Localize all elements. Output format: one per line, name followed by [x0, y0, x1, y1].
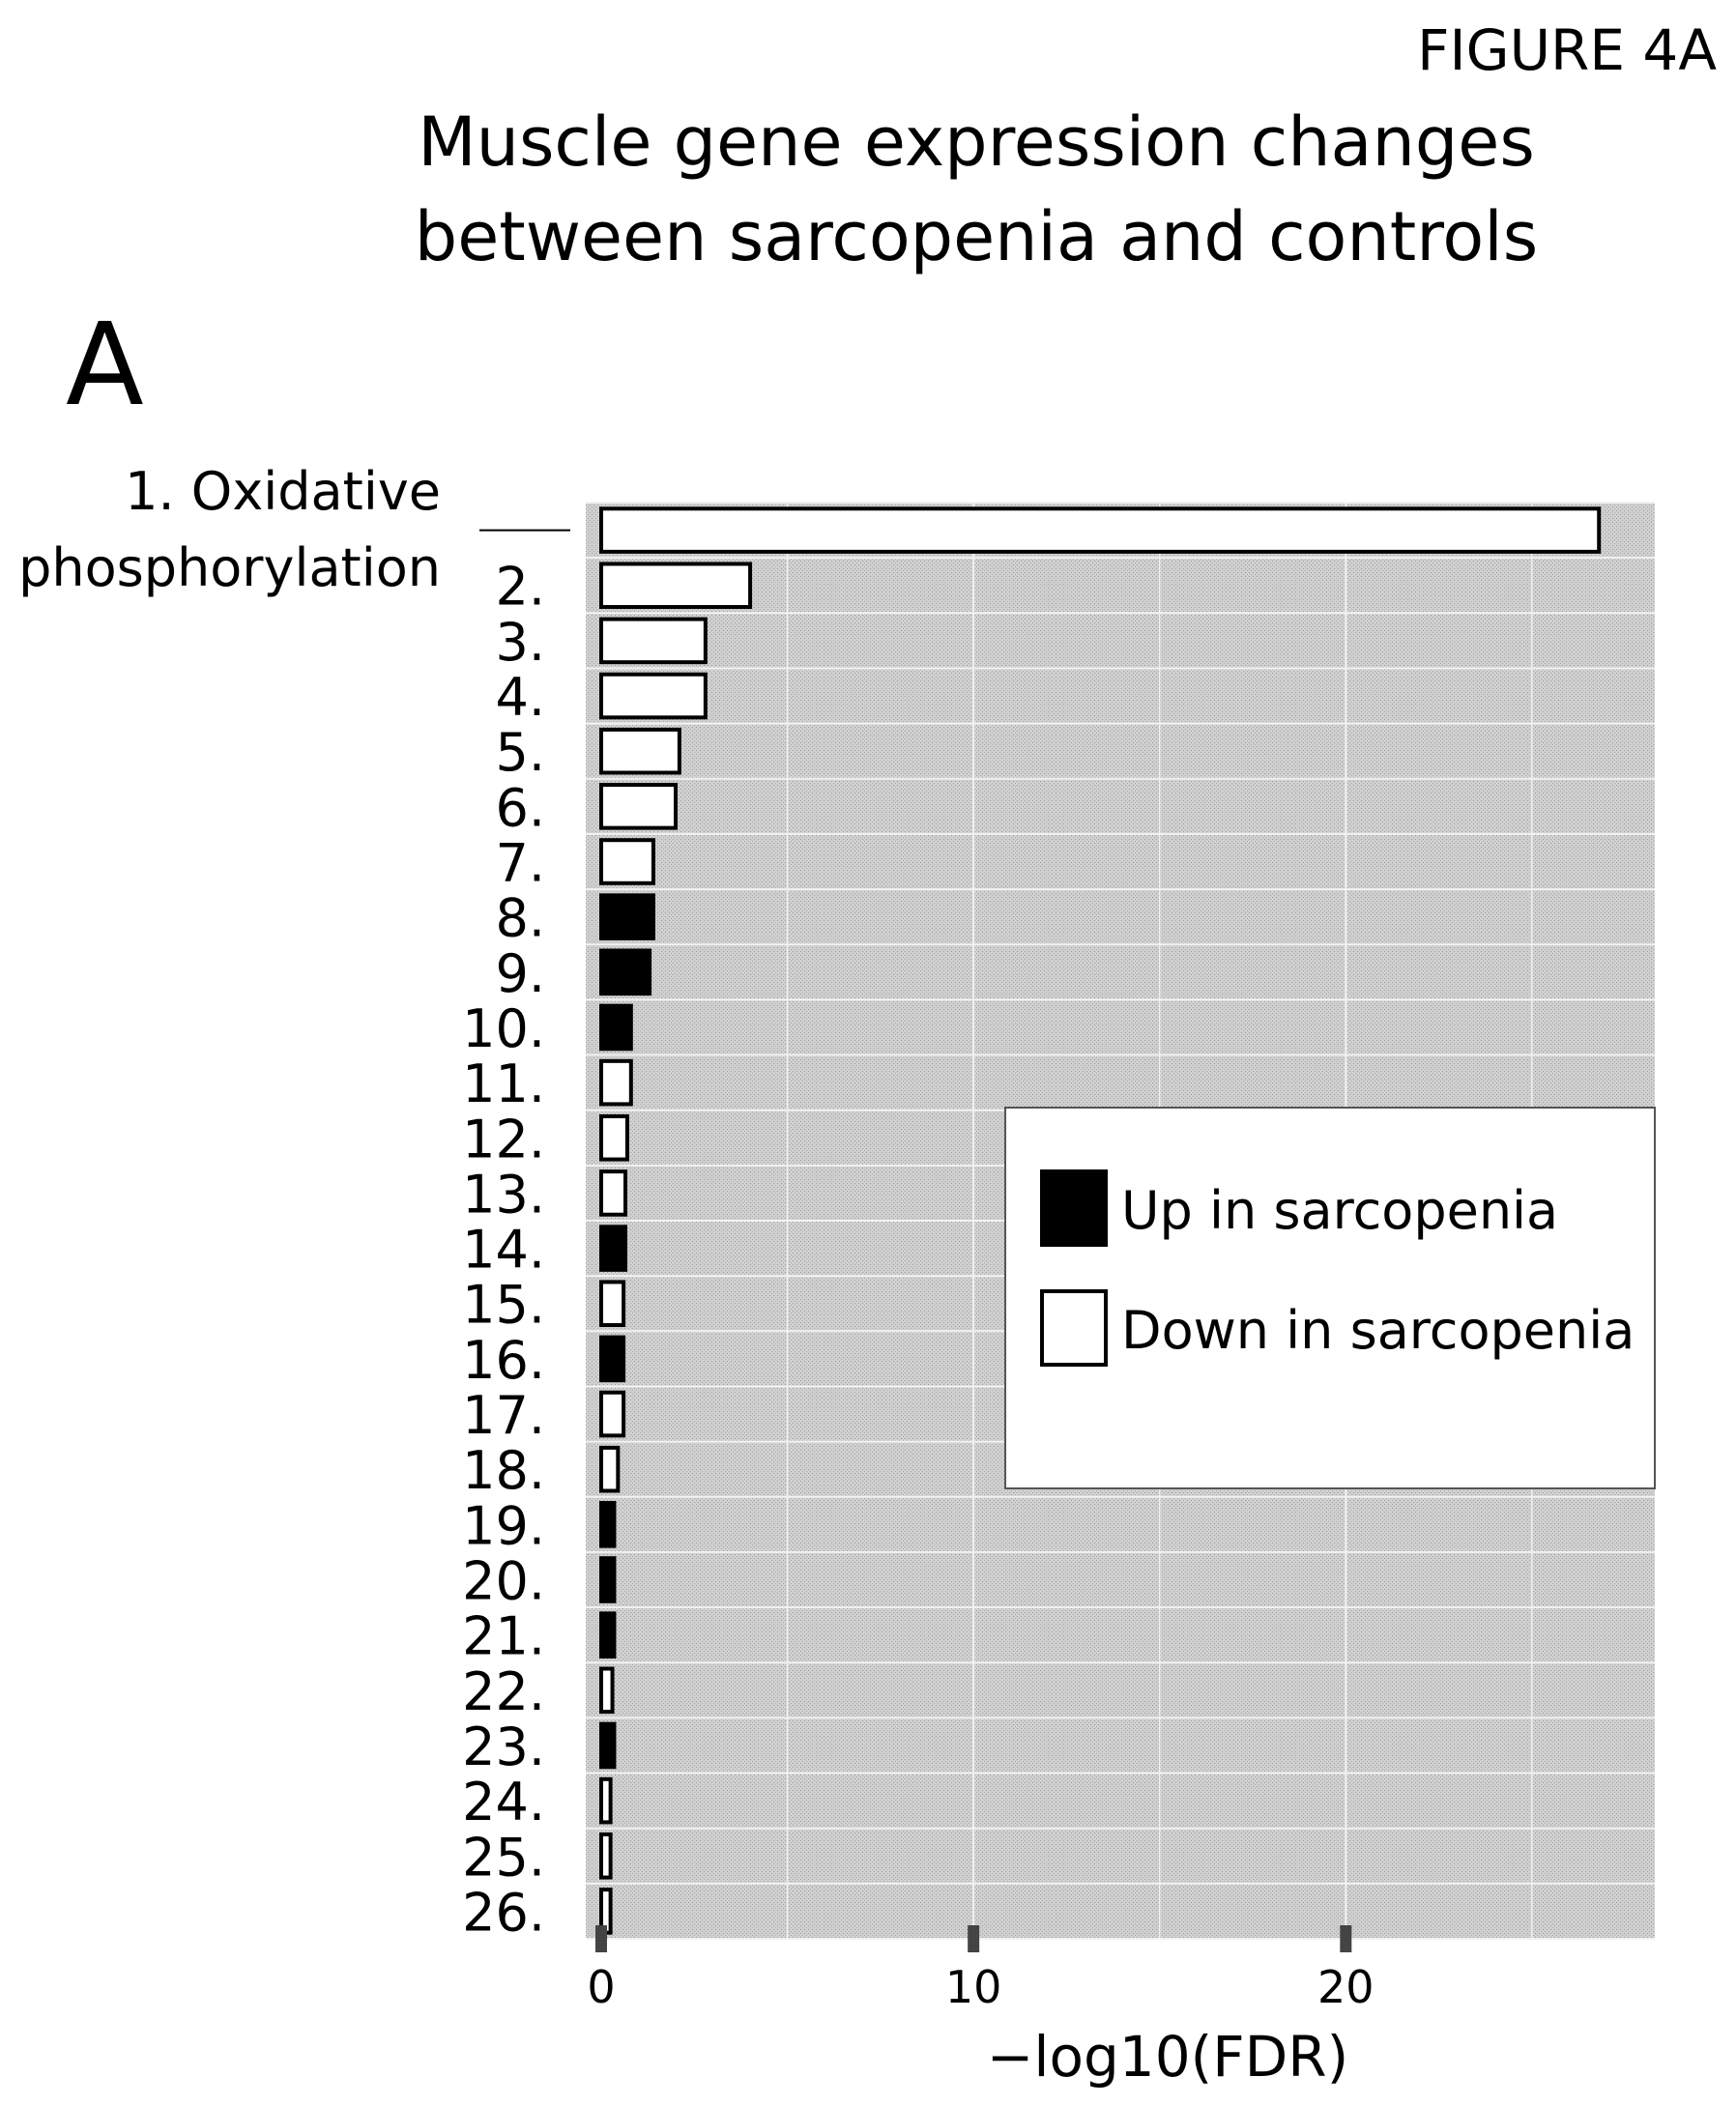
bar	[599, 838, 655, 885]
bar	[599, 1776, 613, 1825]
x-axis-tick-label: 10	[945, 1961, 1002, 2013]
category-label: 11.	[462, 1053, 545, 1114]
category-label: 4.	[495, 667, 545, 728]
category-label: 20.	[462, 1551, 545, 1612]
bar	[599, 1556, 617, 1603]
x-axis-tick-label: 20	[1317, 1961, 1374, 2013]
legend-swatch-up	[1040, 1169, 1108, 1247]
bar	[599, 562, 753, 610]
chart-title-line-1: Muscle gene expression changes	[418, 102, 1535, 182]
category-label: phosphorylation	[18, 537, 441, 598]
bar	[599, 506, 1602, 554]
bar	[599, 617, 708, 665]
x-axis-tick	[595, 1925, 607, 1952]
category-label: 15.	[462, 1275, 545, 1336]
category-label: 18.	[462, 1440, 545, 1501]
category-label: 10.	[462, 998, 545, 1059]
bar	[599, 1169, 628, 1217]
category-label: 26.	[462, 1882, 545, 1943]
chart-title-line-2: between sarcopenia and controls	[414, 197, 1539, 276]
bar	[599, 1280, 626, 1328]
category-label: 7.	[495, 833, 545, 894]
category-label: 21.	[462, 1606, 545, 1667]
bar	[599, 1225, 628, 1272]
bar	[599, 1666, 615, 1715]
category-label: 12.	[462, 1109, 545, 1169]
legend-label-down: Down in sarcopenia	[1121, 1300, 1635, 1361]
bar	[599, 1611, 617, 1659]
category-label: 14.	[462, 1220, 545, 1281]
category-label: 24.	[462, 1772, 545, 1832]
bar	[599, 948, 652, 996]
chart-title: Muscle gene expression changes between s…	[0, 95, 1736, 284]
category-label: 22.	[462, 1661, 545, 1722]
category-label: 5.	[495, 722, 545, 783]
bar	[599, 1832, 613, 1880]
category-label: 23.	[462, 1717, 545, 1777]
category-label: 17.	[462, 1385, 545, 1446]
x-axis-tick	[968, 1925, 980, 1952]
figure-label: FIGURE 4A	[1417, 17, 1717, 83]
bar	[599, 1113, 629, 1162]
category-label: 9.	[495, 943, 545, 1004]
category-label: 3.	[495, 612, 545, 673]
category-label: 25.	[462, 1827, 545, 1888]
bar	[599, 1058, 633, 1107]
category-label: 13.	[462, 1164, 545, 1225]
legend-box	[1004, 1107, 1656, 1489]
category-label: 1. Oxidative	[125, 461, 441, 522]
bar	[599, 1335, 626, 1383]
bar	[599, 1003, 633, 1052]
x-axis-tick-label: 0	[587, 1961, 615, 2013]
panel-letter: A	[66, 298, 144, 431]
bar	[599, 672, 708, 720]
bar	[599, 1721, 617, 1770]
bar	[599, 727, 681, 775]
bar	[599, 1501, 617, 1548]
category-label: 6.	[495, 777, 545, 838]
x-axis-tick	[1340, 1925, 1352, 1952]
category-label: 2.	[495, 557, 545, 618]
bar	[599, 893, 655, 940]
category-label: 19.	[462, 1495, 545, 1556]
x-axis-label: −log10(FDR)	[987, 2024, 1348, 2090]
bar	[599, 1445, 621, 1493]
category-label: 8.	[495, 888, 545, 949]
bar	[599, 783, 679, 830]
bar	[599, 1390, 626, 1438]
category-label: 16.	[462, 1330, 545, 1391]
legend-label-up: Up in sarcopenia	[1121, 1180, 1558, 1241]
legend-swatch-down	[1040, 1289, 1108, 1367]
